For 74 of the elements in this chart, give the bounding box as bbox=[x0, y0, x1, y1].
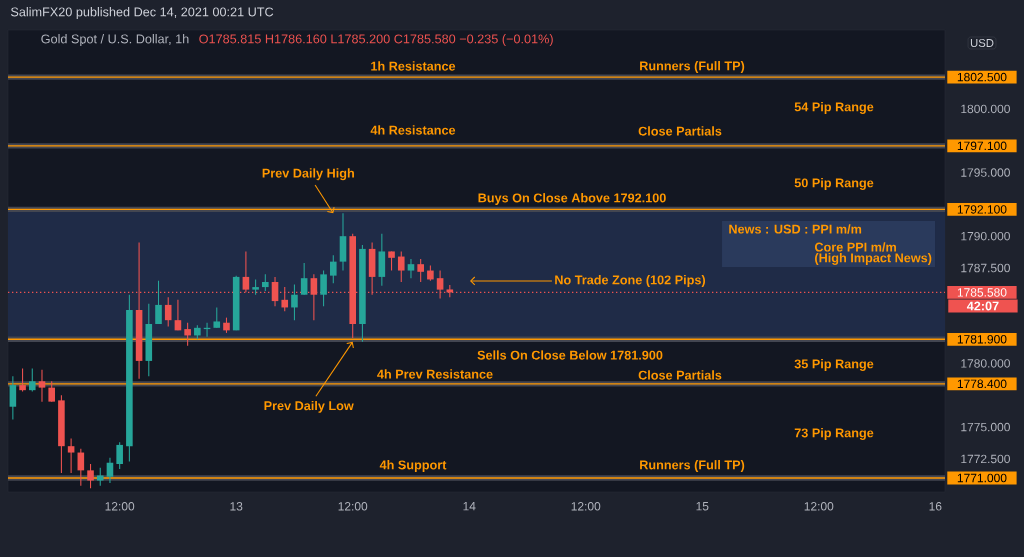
annotation: No Trade Zone (102 Pips) bbox=[555, 275, 706, 287]
x-tick-label: 12:00 bbox=[105, 502, 135, 511]
candlestick bbox=[174, 299, 182, 331]
candlestick bbox=[155, 280, 162, 325]
annotation: Core PPI m/m bbox=[814, 242, 896, 252]
x-tick-label: 12:00 bbox=[804, 502, 834, 511]
candlestick bbox=[291, 284, 298, 321]
candlestick bbox=[417, 258, 424, 283]
y-axis-title: USD bbox=[970, 38, 994, 47]
candlestick bbox=[48, 380, 55, 403]
candlestick bbox=[87, 463, 94, 489]
annotation: 1h Resistance bbox=[371, 61, 456, 71]
candlestick bbox=[213, 306, 221, 329]
text: 42:07 bbox=[966, 301, 999, 311]
annotation: News : USD : PPI m/m bbox=[729, 224, 862, 234]
candlestick bbox=[329, 254, 337, 284]
annotation: 4h Support bbox=[379, 460, 447, 472]
candlestick bbox=[320, 270, 327, 307]
ref-line-label: 1771.000 bbox=[957, 473, 1007, 483]
annotation: Buys On Close Above 1792.100 bbox=[478, 193, 666, 205]
text: SalimFX20 published Dec 14, 2021 00:21 UTC bbox=[10, 7, 274, 19]
candlestick bbox=[28, 368, 36, 392]
candlestick bbox=[271, 276, 279, 307]
ref-line-label: 1781.900 bbox=[957, 335, 1007, 344]
candlestick bbox=[106, 457, 114, 484]
x-tick-label: 12:00 bbox=[338, 502, 368, 511]
y-tick-label: 1775.000 bbox=[961, 422, 1010, 432]
annotation: 50 Pip Range bbox=[794, 178, 874, 190]
chart-subtitle: O1785.815 H1786.160 L1785.200 C1785.580 −0.235 (−0.01%) bbox=[199, 34, 553, 46]
annotation: Runners (Full TP) bbox=[640, 61, 745, 73]
annotation: Prev Daily Low bbox=[264, 400, 354, 413]
x-tick-label: 13 bbox=[230, 502, 243, 511]
candlestick bbox=[310, 273, 318, 321]
candlestick bbox=[19, 368, 26, 392]
annotation: Close Partials bbox=[638, 126, 722, 136]
candlestick bbox=[281, 286, 289, 312]
ref-line-label: 1785.580 bbox=[957, 288, 1007, 297]
candlestick bbox=[164, 296, 172, 328]
candlestick bbox=[184, 322, 191, 347]
x-tick-label: 15 bbox=[696, 502, 709, 511]
candlestick bbox=[436, 270, 444, 300]
candlestick bbox=[116, 441, 123, 470]
y-tick-label: 1780.000 bbox=[961, 359, 1010, 368]
annotation: (High Impact News) bbox=[815, 253, 932, 265]
y-tick-label: 1772.500 bbox=[961, 454, 1010, 464]
annotation: 73 Pip Range bbox=[794, 428, 874, 440]
annotation: Prev Daily High bbox=[262, 168, 354, 181]
y-tick-label: 1787.500 bbox=[961, 263, 1010, 273]
annotation: Sells On Close Below 1781.900 bbox=[477, 350, 663, 360]
chart-title: Gold Spot / U.S. Dollar, 1h bbox=[41, 34, 189, 46]
annotation: 35 Pip Range bbox=[794, 359, 874, 371]
ref-line-label: 1792.100 bbox=[957, 205, 1007, 214]
candlestick bbox=[407, 258, 415, 279]
y-tick-label: 1790.000 bbox=[961, 231, 1010, 241]
annotation: 4h Prev Resistance bbox=[377, 369, 493, 379]
candlestick bbox=[38, 369, 46, 403]
x-tick-label: 12:00 bbox=[571, 502, 601, 511]
ref-line-label: 1802.500 bbox=[957, 72, 1007, 82]
y-tick-label: 1800.000 bbox=[961, 104, 1010, 114]
annotation: 4h Resistance bbox=[370, 125, 456, 135]
candlestick bbox=[242, 250, 250, 293]
y-tick-label: 1795.000 bbox=[961, 168, 1010, 177]
ref-line-label: 1778.400 bbox=[957, 379, 1007, 389]
annotation: Runners (Full TP) bbox=[640, 460, 745, 472]
ref-line-label: 1797.100 bbox=[957, 141, 1007, 151]
annotation: 54 Pip Range bbox=[794, 102, 874, 114]
x-tick-label: 14 bbox=[463, 502, 476, 511]
annotation: Close Partials bbox=[638, 370, 722, 380]
candlestick bbox=[9, 375, 17, 420]
x-tick-label: 16 bbox=[929, 502, 942, 511]
candlestick bbox=[397, 250, 405, 283]
candlestick bbox=[300, 262, 308, 296]
candlestick bbox=[388, 250, 395, 272]
candlestick bbox=[67, 438, 75, 474]
